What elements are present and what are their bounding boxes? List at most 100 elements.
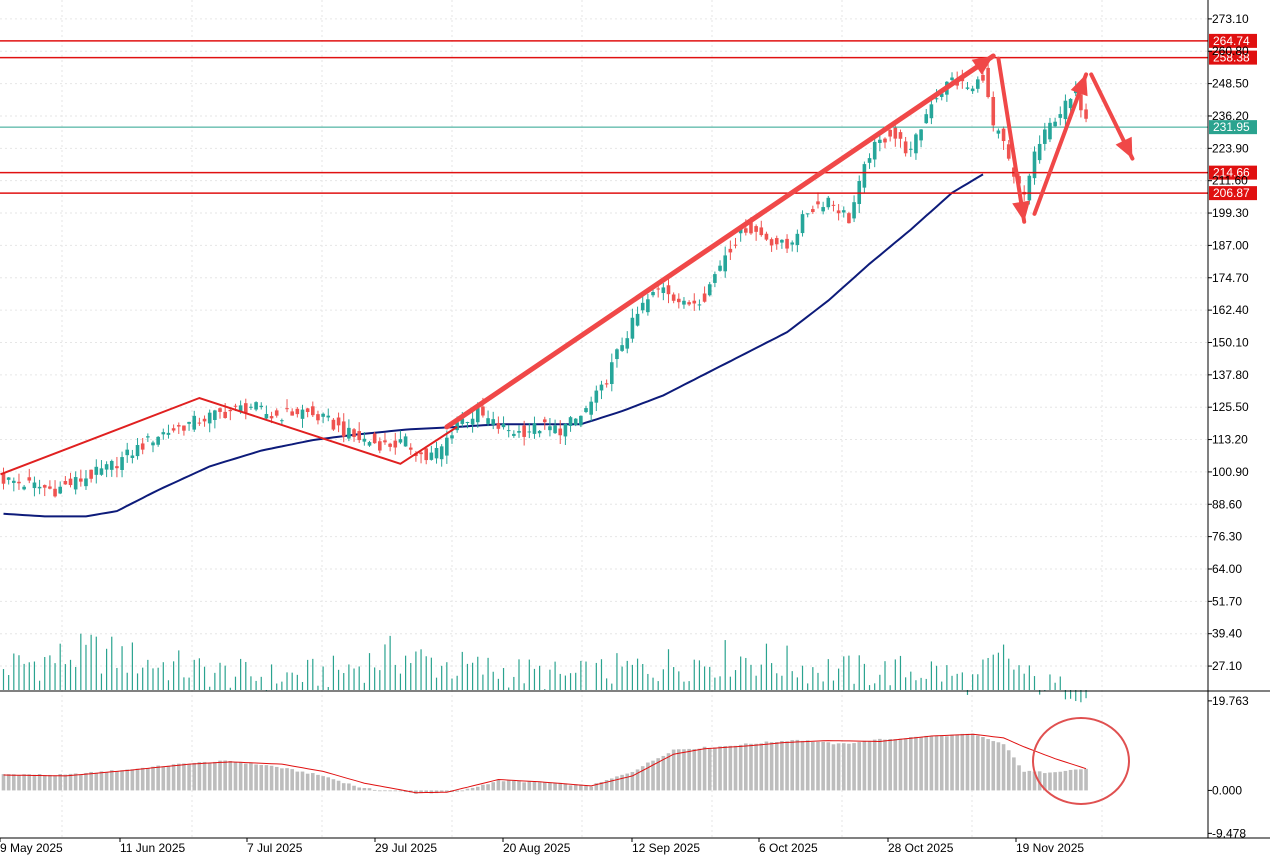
candle-body	[568, 417, 573, 426]
candle-body	[501, 423, 506, 428]
macd-bar	[914, 736, 918, 791]
candle-body	[1, 473, 6, 484]
candle-body	[341, 421, 346, 437]
macd-bar	[795, 739, 800, 791]
macd-bar	[630, 771, 635, 791]
macd-bar	[744, 743, 748, 791]
macd-bar	[109, 770, 114, 791]
candle-body	[249, 406, 253, 408]
macd-bar	[1043, 773, 1047, 791]
macd-panel	[0, 690, 1270, 805]
candle-body	[975, 79, 980, 89]
candle-body	[398, 439, 403, 443]
candle-body	[908, 148, 913, 150]
candle-body	[548, 426, 552, 431]
macd-bar	[321, 776, 325, 791]
macd-bar	[584, 785, 588, 791]
candle-body	[347, 427, 351, 439]
candle-body	[290, 411, 294, 416]
candle-body	[527, 431, 532, 433]
arrow-drop	[996, 56, 1027, 224]
macd-bar	[1079, 769, 1083, 791]
highlight-circle	[1032, 717, 1130, 805]
candle-body	[965, 87, 970, 89]
candle-body	[58, 486, 63, 494]
candle-body	[1006, 144, 1011, 159]
candle-body	[120, 457, 124, 470]
macd-bar	[970, 733, 975, 791]
macd-bar	[620, 774, 624, 791]
candle-body	[228, 409, 233, 412]
macd-bar	[6, 774, 11, 791]
macd-bar	[1022, 771, 1026, 791]
macd-bar	[1012, 757, 1016, 791]
price-tick-label: 88.60	[1212, 497, 1242, 511]
macd-bar	[677, 749, 681, 791]
macd-bar	[924, 735, 929, 791]
candle-body	[285, 408, 289, 410]
macd-bar	[1032, 771, 1037, 791]
macd-bar	[604, 780, 609, 791]
candle-body	[573, 418, 578, 426]
candle-body	[888, 129, 892, 137]
candle-body	[176, 425, 181, 427]
candle-body	[104, 464, 109, 470]
macd-bar	[656, 758, 660, 791]
macd-bar	[383, 790, 387, 792]
macd-bar	[207, 762, 212, 791]
macd-bar	[769, 742, 774, 791]
macd-bar	[1006, 750, 1011, 791]
macd-bar	[300, 771, 305, 791]
candle-body	[661, 287, 666, 294]
macd-tick-label: -9.478	[1212, 826, 1246, 840]
date-tick-label: 6 Oct 2025	[759, 841, 818, 855]
macd-bar	[37, 774, 42, 791]
macd-bar	[780, 740, 784, 791]
candle-body	[1063, 100, 1068, 120]
macd-bar	[48, 774, 52, 791]
macd-bar	[950, 734, 954, 791]
macd-bar	[960, 733, 965, 791]
macd-bar	[790, 740, 795, 791]
candle-body	[1037, 143, 1042, 161]
price-tick-label: 137.80	[1212, 368, 1249, 382]
macd-bar	[1037, 771, 1042, 791]
candle-body	[811, 209, 815, 212]
arrow-rally-head	[971, 56, 994, 75]
macd-bar	[305, 773, 310, 791]
candle-body	[305, 408, 310, 412]
candle-body	[352, 429, 356, 438]
macd-bar	[481, 784, 485, 791]
candle-body	[924, 114, 929, 124]
price-tick-label: 248.50	[1212, 77, 1249, 91]
candle-body	[486, 418, 490, 424]
macd-bar	[192, 762, 197, 791]
macd-bar	[847, 743, 851, 791]
macd-bar	[635, 769, 640, 791]
candle-body	[692, 300, 697, 304]
macd-bar	[182, 763, 186, 791]
macd-bar	[73, 773, 78, 791]
candle-body	[465, 422, 470, 424]
macd-bar	[991, 741, 996, 791]
macd-bar	[388, 790, 392, 792]
candle-body	[79, 478, 83, 482]
candle-body	[883, 138, 887, 143]
macd-bar	[553, 783, 557, 791]
macd-bar	[955, 734, 959, 791]
macd-bar	[223, 760, 227, 791]
macd-bar	[713, 747, 717, 791]
candle-body	[316, 414, 320, 421]
candle-body	[713, 274, 717, 283]
candle-body	[450, 435, 454, 439]
candle-body	[862, 164, 867, 188]
candle-body	[805, 213, 810, 215]
candle-body	[233, 405, 238, 407]
macd-bar	[888, 738, 892, 791]
macd-bar	[609, 778, 614, 791]
candle-body	[1048, 122, 1052, 140]
macd-bar	[800, 740, 805, 791]
candle-body	[27, 477, 32, 481]
